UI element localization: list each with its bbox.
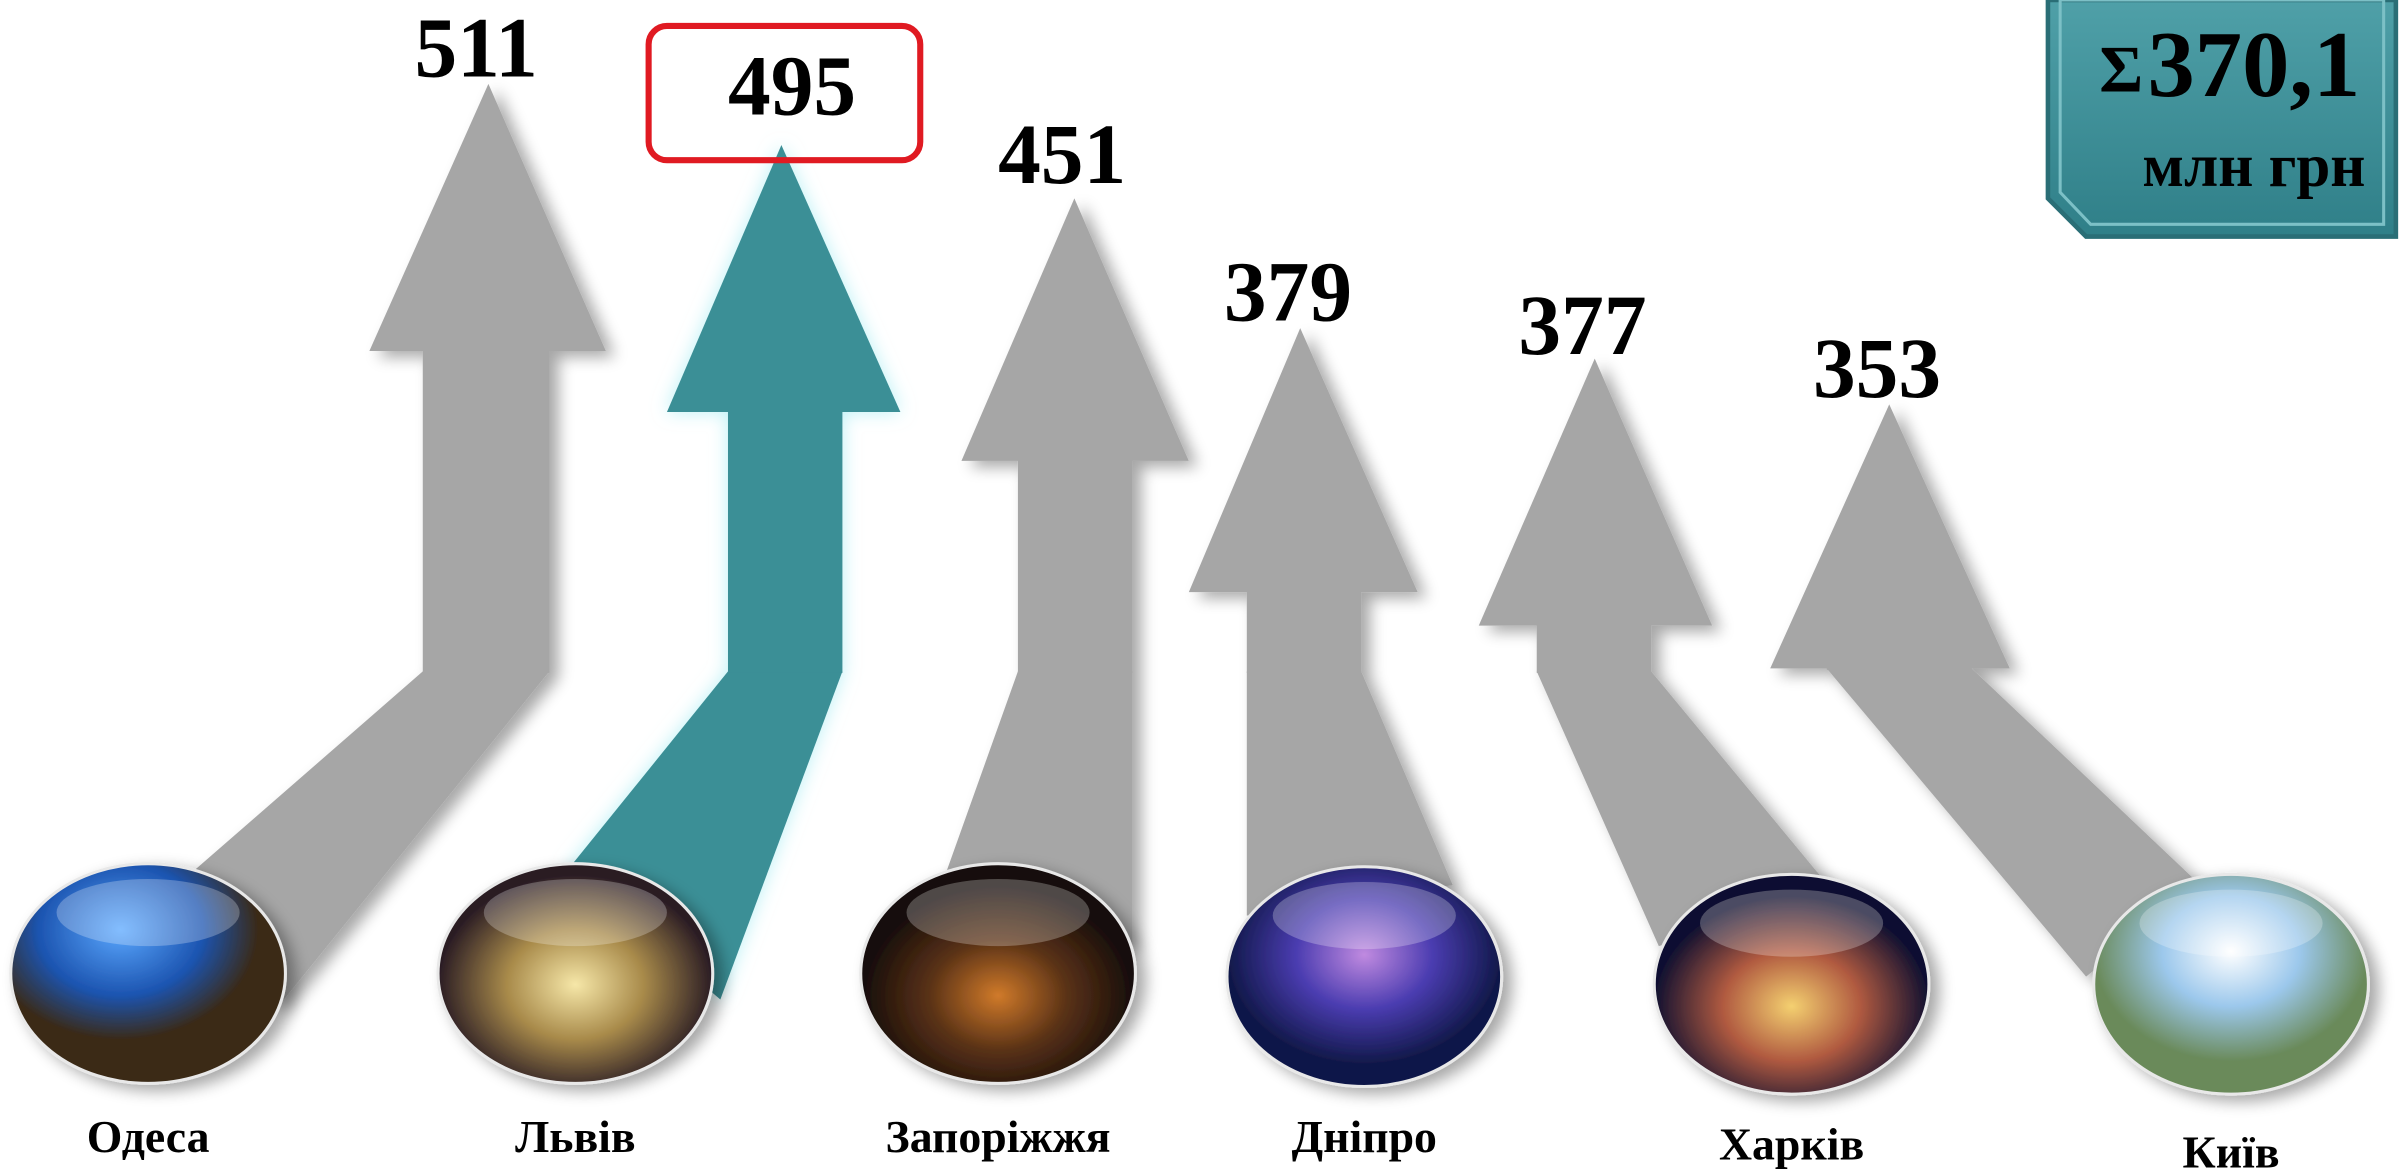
arrow-head bbox=[1188, 328, 1418, 593]
photo-highlight bbox=[56, 878, 240, 947]
value-label: 377 bbox=[1518, 279, 1646, 373]
arrow-head bbox=[666, 144, 901, 413]
arrows bbox=[9, 83, 2370, 1096]
value-label: 451 bbox=[998, 108, 1126, 202]
arrow bbox=[941, 198, 1189, 947]
arrow bbox=[1770, 404, 2201, 977]
value-label: 495 bbox=[728, 39, 856, 133]
city-label: Одеса bbox=[87, 1111, 210, 1162]
arrow-shaft bbox=[1246, 590, 1362, 673]
arrow-head bbox=[369, 83, 606, 351]
arrow-head bbox=[961, 198, 1189, 461]
city-photo bbox=[436, 862, 715, 1085]
city-label: Запоріжжя bbox=[886, 1111, 1111, 1162]
arrow-head bbox=[1770, 404, 2010, 669]
city-label: Львів bbox=[515, 1111, 635, 1162]
photo-highlight bbox=[1700, 889, 1884, 957]
city-label: Київ bbox=[2183, 1126, 2280, 1175]
total-unit: млн грн bbox=[2142, 133, 2365, 200]
highlight-box bbox=[645, 22, 924, 164]
arrow-shaft bbox=[727, 410, 843, 673]
city-label: Харків bbox=[1719, 1119, 1864, 1170]
city-photo bbox=[9, 862, 287, 1085]
total-symbol: Σ bbox=[2099, 32, 2143, 107]
city-photo bbox=[859, 862, 1137, 1085]
value-label: 353 bbox=[1813, 322, 1941, 416]
photo-highlight bbox=[1272, 882, 1456, 950]
photo-highlight bbox=[483, 878, 667, 947]
total-box: Σ 370,1 млн грн bbox=[2045, 0, 2399, 239]
arrow-shaft bbox=[422, 349, 550, 673]
total-background bbox=[2045, 0, 2399, 239]
photo-highlight bbox=[906, 878, 1090, 947]
labels: 511 Одеса 495 Львів 451 Запоріжжя 379 Дніпро 377… bbox=[87, 1, 2280, 1175]
value-label: 379 bbox=[1224, 245, 1352, 339]
value-label: 511 bbox=[414, 1, 537, 95]
city-photo bbox=[1225, 865, 1504, 1089]
photo-highlight bbox=[2139, 889, 2323, 957]
city-photo bbox=[1652, 872, 1931, 1096]
arrow-band bbox=[186, 671, 550, 1008]
arrow-band bbox=[1826, 668, 2201, 977]
city-photo bbox=[2092, 872, 2370, 1096]
arrow-shaft bbox=[1536, 624, 1652, 673]
arrow-head bbox=[1478, 358, 1713, 626]
arrow bbox=[186, 83, 606, 1008]
arrow-shaft bbox=[1017, 459, 1133, 673]
total-value: 370,1 bbox=[2148, 13, 2361, 117]
city-label: Дніпро bbox=[1292, 1111, 1437, 1162]
arrow bbox=[1188, 328, 1453, 916]
total-bevel bbox=[2058, 0, 2386, 226]
arrow-band bbox=[1246, 671, 1453, 916]
